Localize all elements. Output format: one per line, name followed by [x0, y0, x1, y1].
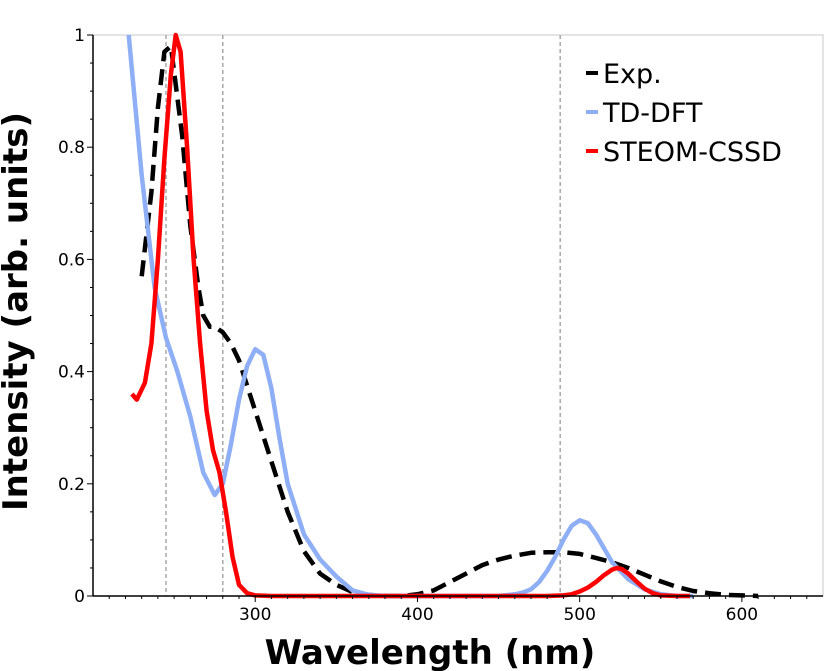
legend-label-td-dft: TD-DFT: [602, 98, 703, 129]
x-tick-label: 300: [239, 605, 271, 625]
legend-label-exp: Exp.: [603, 59, 662, 90]
y-tick-label: 0.6: [58, 250, 85, 270]
y-tick-label: 0.8: [58, 138, 85, 158]
y-tick-label: 0: [74, 587, 85, 607]
y-tick-label: 1: [74, 26, 85, 46]
y-tick-label: 0.4: [58, 363, 85, 383]
y-tick-label: 0.2: [58, 475, 85, 495]
x-axis-title: Wavelength (nm): [265, 633, 596, 671]
x-tick-label: 600: [726, 605, 758, 625]
x-tick-label: 500: [563, 605, 595, 625]
x-tick-label: 400: [401, 605, 433, 625]
y-axis-title: Intensity (arb. units): [0, 112, 36, 511]
legend-label-steom-cssd: STEOM-CSSD: [603, 137, 782, 168]
